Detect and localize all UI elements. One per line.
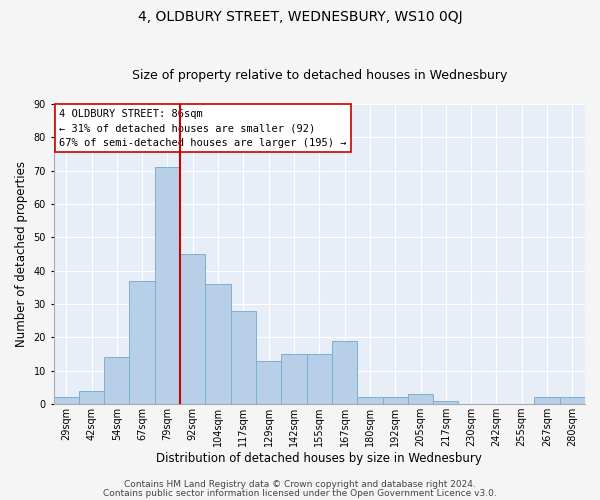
Bar	[155, 168, 180, 404]
Title: Size of property relative to detached houses in Wednesbury: Size of property relative to detached ho…	[131, 69, 507, 82]
Bar	[357, 398, 383, 404]
Bar	[408, 394, 433, 404]
Bar	[256, 361, 281, 404]
Bar	[535, 398, 560, 404]
Bar	[180, 254, 205, 404]
Bar	[332, 341, 357, 404]
Y-axis label: Number of detached properties: Number of detached properties	[15, 161, 28, 347]
Bar	[130, 281, 155, 404]
Bar	[231, 311, 256, 404]
Bar	[205, 284, 231, 404]
Bar	[433, 401, 458, 404]
Bar	[79, 391, 104, 404]
Bar	[104, 358, 130, 404]
Bar	[383, 398, 408, 404]
X-axis label: Distribution of detached houses by size in Wednesbury: Distribution of detached houses by size …	[157, 452, 482, 465]
Bar	[281, 354, 307, 404]
Text: Contains public sector information licensed under the Open Government Licence v3: Contains public sector information licen…	[103, 488, 497, 498]
Text: 4 OLDBURY STREET: 86sqm
← 31% of detached houses are smaller (92)
67% of semi-de: 4 OLDBURY STREET: 86sqm ← 31% of detache…	[59, 108, 346, 148]
Bar	[560, 398, 585, 404]
Text: Contains HM Land Registry data © Crown copyright and database right 2024.: Contains HM Land Registry data © Crown c…	[124, 480, 476, 489]
Bar	[53, 398, 79, 404]
Text: 4, OLDBURY STREET, WEDNESBURY, WS10 0QJ: 4, OLDBURY STREET, WEDNESBURY, WS10 0QJ	[137, 10, 463, 24]
Bar	[307, 354, 332, 404]
